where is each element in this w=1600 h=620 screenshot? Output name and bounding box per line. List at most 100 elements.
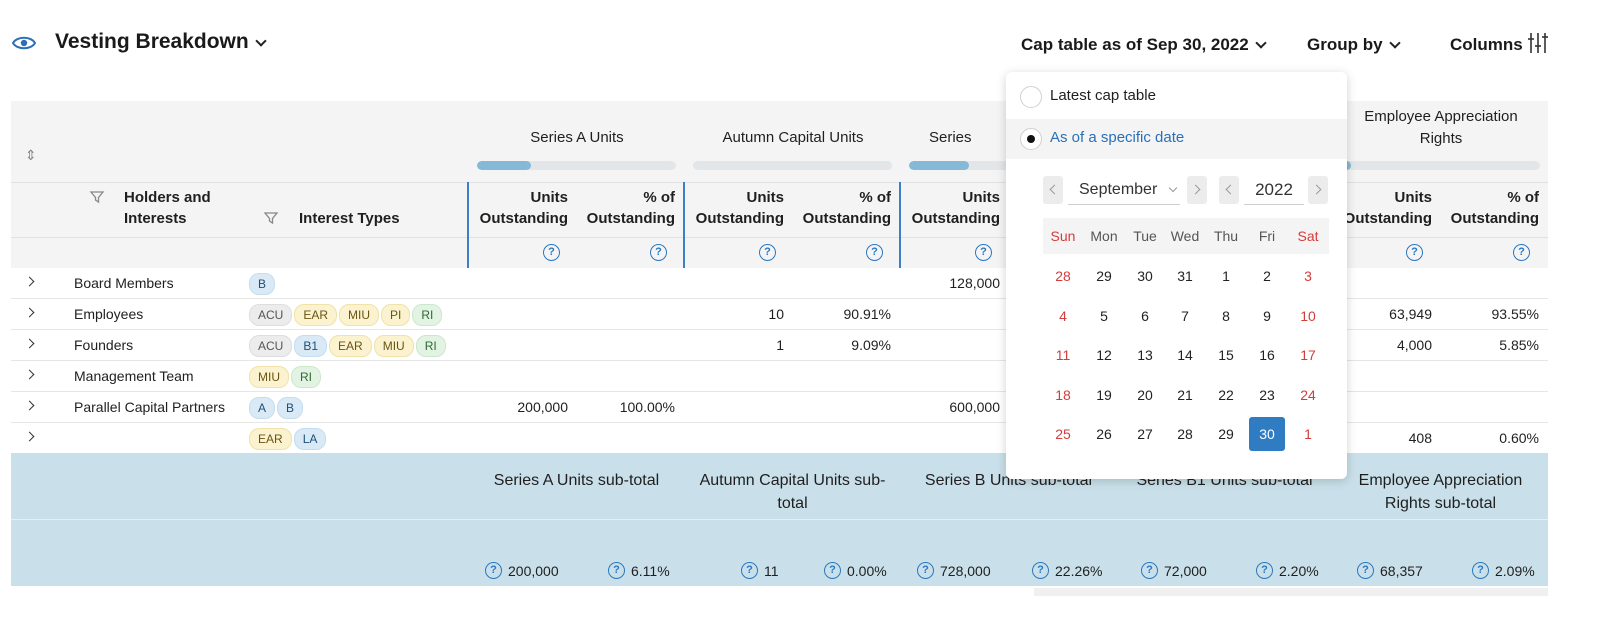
calendar-day[interactable]: 10 [1300,307,1316,324]
interest-type-chip: RI [415,335,446,357]
calendar-day[interactable]: 11 [1055,347,1071,364]
units-outstanding-cell: 10 [768,306,784,322]
drag-handle-icon[interactable]: ⇕ [25,147,37,163]
calendar-day[interactable]: 28 [1055,268,1071,284]
calendar-day[interactable]: 12 [1096,347,1112,364]
help-icon[interactable]: ? [543,244,560,261]
next-year-button[interactable] [1308,176,1328,204]
year-select[interactable]: 2022 [1244,176,1304,205]
interest-type-chip: ACU [249,335,293,357]
interest-type-chip: RI [291,366,321,388]
column-header-interest-types[interactable]: Interest Types [299,210,400,227]
calendar-day[interactable]: 6 [1141,307,1149,324]
calendar-day[interactable]: 25 [1055,426,1071,443]
progress-fill [909,161,969,170]
calendar-day[interactable]: 29 [1218,426,1234,443]
calendar-day[interactable]: 2 [1263,268,1271,284]
column-header-units-outstanding[interactable]: Units Outstanding [479,189,568,227]
option-latest-cap-table[interactable]: Latest cap table [1006,77,1347,117]
horizontal-scrollbar[interactable] [1034,588,1548,596]
help-icon[interactable]: ? [608,562,625,579]
calendar-day[interactable]: 8 [1222,307,1230,324]
help-icon[interactable]: ? [1357,562,1374,579]
help-icon[interactable]: ? [1032,562,1049,579]
interest-type-chips: ACU EAR MIU PI RI [249,304,443,326]
column-header-pct-outstanding[interactable]: % of Outstanding [802,189,891,227]
calendar-day[interactable]: 17 [1300,347,1316,364]
page-title[interactable]: Vesting Breakdown [55,30,267,54]
calendar-day[interactable]: 14 [1177,347,1193,364]
interest-type-chip: EAR [294,304,338,326]
chevron-right-icon[interactable] [24,307,35,318]
calendar-day[interactable]: 1 [1222,268,1230,284]
column-header-pct-outstanding[interactable]: % of Outstanding [586,189,675,227]
calendar-day[interactable]: 9 [1263,307,1271,324]
radio-button-selected[interactable] [1020,128,1042,150]
prev-year-button[interactable] [1219,176,1239,204]
calendar-day[interactable]: 22 [1218,386,1234,403]
calendar-day[interactable]: 5 [1100,307,1108,324]
next-month-button[interactable] [1187,176,1207,204]
column-header-units-outstanding[interactable]: Units Outstanding [911,189,1000,227]
subtotal-title-autumn-capital: Autumn Capital Units sub-total [699,472,886,512]
help-icon[interactable]: ? [1513,244,1530,261]
filter-icon[interactable] [89,189,105,205]
calendar-day[interactable]: 18 [1055,386,1071,403]
group-title-series-a: Series A Units [530,129,624,146]
help-icon[interactable]: ? [650,244,667,261]
column-header-units-outstanding[interactable]: Units Outstanding [1343,189,1432,227]
prev-month-button[interactable] [1043,176,1063,204]
help-icon[interactable]: ? [759,244,776,261]
column-header-pct-outstanding[interactable]: % of Outstanding [1450,189,1539,227]
calendar-day[interactable]: 19 [1096,386,1112,403]
calendar-day[interactable]: 1 [1304,426,1312,443]
help-icon[interactable]: ? [1256,562,1273,579]
help-icon[interactable]: ? [1406,244,1423,261]
calendar-day[interactable]: 13 [1137,347,1153,364]
month-select-value: September [1079,181,1158,198]
help-icon[interactable]: ? [824,562,841,579]
column-header-units-outstanding[interactable]: Units Outstanding [695,189,784,227]
calendar-day[interactable]: 3 [1304,268,1312,284]
radio-button[interactable] [1020,86,1042,108]
help-icon[interactable]: ? [1141,562,1158,579]
group-by-dropdown[interactable]: Group by [1307,35,1401,55]
help-icon[interactable]: ? [975,244,992,261]
chevron-right-icon[interactable] [24,276,35,287]
calendar-day[interactable]: 16 [1259,347,1275,364]
chevron-right-icon[interactable] [24,431,35,442]
pct-outstanding-cell: 100.00% [619,399,675,415]
subtotal-units: ? 11 [741,562,779,579]
calendar-day[interactable]: 29 [1096,268,1112,284]
help-icon[interactable]: ? [1472,562,1489,579]
group-by-label: Group by [1307,35,1383,54]
column-header-holders[interactable]: Holders and Interests [124,189,211,227]
calendar-day[interactable]: 7 [1181,307,1189,324]
calendar-day[interactable]: 15 [1218,347,1234,364]
calendar-day[interactable]: 24 [1300,386,1316,403]
help-icon[interactable]: ? [866,244,883,261]
month-select[interactable]: September [1068,176,1180,205]
calendar-day[interactable]: 26 [1096,426,1112,443]
calendar-day[interactable]: 4 [1059,307,1067,324]
calendar-day[interactable]: 28 [1177,426,1193,443]
calendar-day[interactable]: 31 [1177,268,1193,284]
help-icon[interactable]: ? [917,562,934,579]
calendar-day[interactable]: 20 [1137,386,1153,403]
help-icon[interactable]: ? [485,562,502,579]
option-specific-date[interactable]: As of a specific date [1006,119,1347,159]
chevron-right-icon[interactable] [24,338,35,349]
columns-button[interactable]: Columns [1450,35,1523,55]
calendar-day[interactable]: 23 [1259,386,1275,403]
help-icon[interactable]: ? [741,562,758,579]
chevron-right-icon[interactable] [24,400,35,411]
calendar-day-selected[interactable]: 30 [1249,417,1285,452]
cap-table-date-dropdown[interactable]: Cap table as of Sep 30, 2022 [1021,35,1267,55]
filter-icon[interactable] [263,210,279,226]
columns-settings-icon[interactable] [1527,31,1549,55]
calendar-day[interactable]: 27 [1137,426,1153,443]
calendar-day[interactable]: 21 [1177,386,1193,403]
eye-icon[interactable] [12,34,36,52]
chevron-right-icon[interactable] [24,369,35,380]
calendar-day[interactable]: 30 [1137,268,1153,284]
